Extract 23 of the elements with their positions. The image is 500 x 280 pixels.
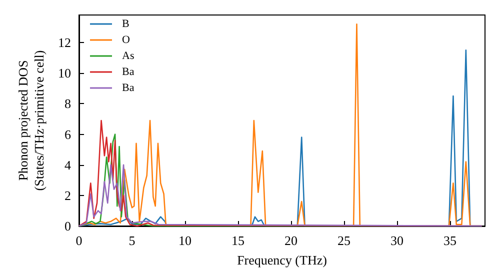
y-tick-label: 0 xyxy=(64,218,71,234)
y-tick-label: 4 xyxy=(64,157,72,172)
x-tick-label: 25 xyxy=(338,233,351,248)
x-axis-title: Frequency (THz) xyxy=(237,252,327,268)
x-tick-label: 20 xyxy=(284,233,298,248)
y-tick-label: 2 xyxy=(64,188,71,203)
y-tick-label: 10 xyxy=(58,66,71,81)
y-tick-label: 12 xyxy=(58,35,71,50)
line-series xyxy=(78,164,482,227)
x-tick-label: 15 xyxy=(232,233,245,248)
y-tick-label: 6 xyxy=(64,126,72,142)
x-tick-label: 5 xyxy=(128,233,136,248)
legend-label: As xyxy=(122,50,134,62)
legend-label: Ba xyxy=(122,66,134,78)
x-tick-label: 35 xyxy=(444,233,457,248)
legend-label: O xyxy=(122,34,130,46)
x-tick-label: 10 xyxy=(178,233,192,248)
x-tick-label: 0 xyxy=(76,233,82,248)
legend-label: B xyxy=(122,18,130,30)
legend-label: Ba xyxy=(122,82,134,94)
y-tick-label: 8 xyxy=(64,96,71,112)
x-tick-label: 30 xyxy=(390,233,404,248)
y-axis-title: Phonon projected DOS (States/THz·primitive cell) xyxy=(16,50,47,191)
